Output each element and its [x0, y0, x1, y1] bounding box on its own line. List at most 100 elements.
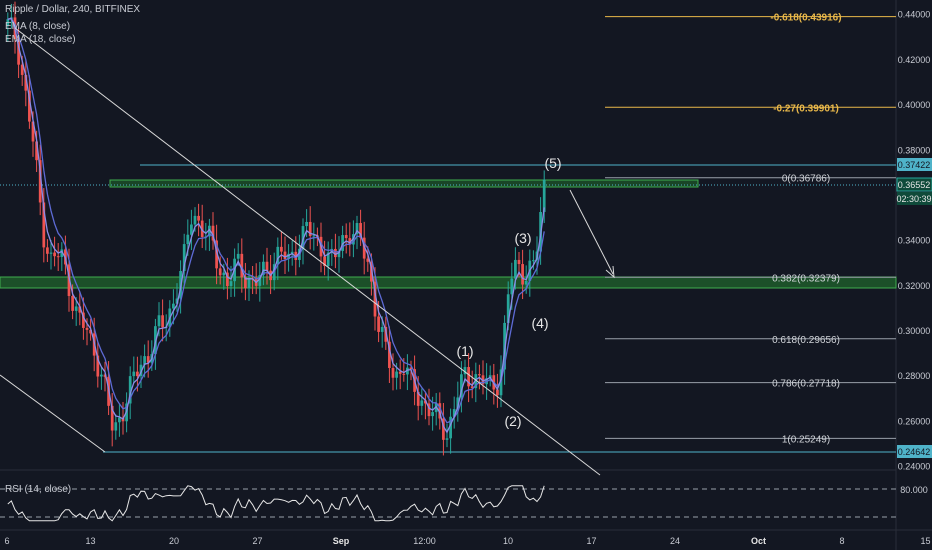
candle-body: [521, 264, 524, 285]
candle-body: [182, 244, 186, 272]
candle-body: [240, 253, 244, 278]
candle-body: [362, 237, 366, 259]
candle-body: [337, 250, 341, 258]
fibonacci-levels[interactable]: -0.618(0.43916) -0.27(0.39901) 0(0.36786) 0…: [605, 13, 896, 446]
candle-body: [35, 141, 38, 161]
candle-body: [424, 400, 427, 404]
candle-body: [463, 367, 467, 375]
candle-body: [344, 235, 348, 239]
candle-body: [481, 375, 485, 385]
candle-body: [524, 280, 528, 285]
candle-body: [193, 215, 197, 225]
candle-body: [38, 160, 42, 203]
candle-body: [460, 374, 463, 398]
candle-body: [6, 19, 10, 26]
candle-body: [323, 256, 326, 267]
candle-body: [139, 364, 143, 377]
price-tick-label: 0.38000: [898, 145, 931, 155]
candle-body: [236, 253, 240, 259]
candle-body: [287, 253, 290, 260]
candle-body: [100, 374, 103, 377]
lower-channel-line[interactable]: [0, 374, 106, 453]
current-price-tag: [896, 177, 932, 192]
candle-body: [175, 298, 179, 304]
candle-body: [82, 312, 85, 328]
candle-body: [31, 121, 35, 142]
candle-body: [416, 391, 420, 406]
descending-trendline[interactable]: [14, 27, 601, 476]
candle-body: [445, 438, 449, 440]
candle-body: [330, 248, 334, 253]
support-price-label: 0.24642: [898, 447, 931, 457]
candle-body: [406, 367, 409, 375]
candle-body: [517, 259, 521, 265]
candle-body: [146, 356, 150, 363]
time-tick-label: 20: [169, 536, 179, 546]
candle-body: [24, 74, 28, 91]
ema-fast-legend[interactable]: EMA (8, close): [5, 21, 71, 32]
time-tick-label: 27: [252, 536, 262, 546]
candle-body: [280, 246, 283, 252]
resistance-price-label: 0.37422: [898, 160, 931, 170]
wave-label-1: (1): [456, 343, 473, 359]
candle-body: [334, 248, 337, 258]
candle-countdown: 02:30:39: [896, 194, 931, 204]
candle-body: [56, 256, 60, 258]
candle-body: [200, 220, 204, 237]
ema-slow-legend[interactable]: EMA (18, close): [5, 34, 76, 45]
candle-body: [395, 371, 398, 378]
candle-body: [283, 251, 287, 260]
fib-level-label: 0.382(0.32379): [772, 273, 840, 284]
rsi-line: [7, 485, 545, 522]
candle-body: [456, 397, 460, 410]
rsi-axis-label: 80.000: [900, 485, 928, 495]
projection-arrow[interactable]: [569, 189, 614, 275]
candle-body: [373, 281, 377, 317]
candle-body: [427, 403, 431, 417]
candle-body: [49, 252, 53, 254]
candle-body: [78, 306, 82, 313]
candle-body: [308, 221, 312, 237]
time-axis[interactable]: 6 13 20 27 Sep 12:00 10 17 24 Oct 8 15: [4, 536, 930, 546]
rsi-legend[interactable]: RSI (14, close): [5, 484, 72, 495]
price-tick-label: 0.28000: [898, 371, 931, 381]
wave-label-3: (3): [514, 230, 531, 246]
support-zone[interactable]: [0, 276, 897, 289]
current-price-label: 0.36552: [898, 180, 931, 190]
candle-body: [290, 251, 294, 254]
candle-body: [143, 356, 146, 365]
candle-body: [409, 367, 413, 370]
candle-body: [42, 202, 46, 248]
candle-body: [262, 261, 265, 276]
candle-body: [478, 374, 481, 376]
candle-body: [377, 316, 380, 332]
price-tick-label: 0.30000: [898, 326, 931, 336]
candle-body: [53, 252, 56, 257]
time-tick-label: 12:00: [413, 536, 436, 546]
candle-body: [496, 389, 499, 396]
fib-level-label: 0.618(0.29656): [772, 335, 840, 346]
candle-body: [229, 281, 233, 287]
candle-body: [190, 224, 193, 235]
price-tick-label: 0.26000: [898, 416, 931, 426]
candle-body: [172, 303, 175, 309]
candle-body: [110, 405, 114, 431]
time-tick-label: 17: [586, 536, 596, 546]
price-tick-label: 0.42000: [898, 55, 931, 65]
candle-body: [222, 272, 226, 276]
candle-body: [398, 371, 402, 374]
resistance-zone[interactable]: [109, 179, 699, 188]
candle-body: [514, 259, 517, 279]
candle-body: [218, 268, 222, 276]
ema-8-line: [7, 17, 545, 434]
wave-label-5: (5): [544, 155, 561, 171]
candle-body: [96, 355, 100, 377]
time-tick-label: Oct: [751, 536, 766, 546]
fib-level-label: 1(0.25249): [782, 434, 830, 445]
wave-label-2: (2): [504, 413, 521, 429]
symbol-title[interactable]: Ripple / Dollar, 240, BITFINEX: [5, 4, 141, 15]
candle-body: [305, 221, 308, 227]
arrow-head-icon: [605, 265, 615, 279]
candle-body: [247, 278, 251, 289]
